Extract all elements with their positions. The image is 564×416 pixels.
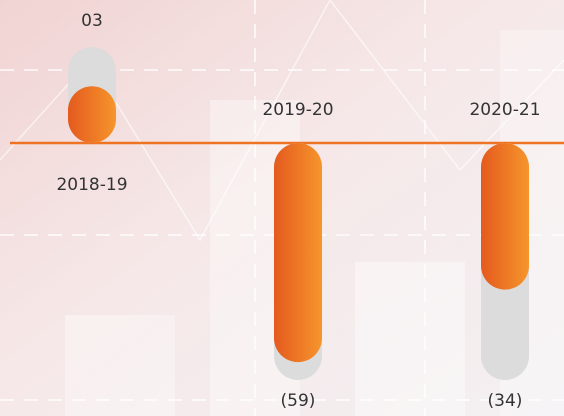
category-label: 2020-21: [469, 100, 540, 120]
category-label: 2018-19: [56, 175, 127, 195]
bar: [274, 143, 322, 363]
category-label: 2019-20: [262, 100, 333, 120]
bar: [481, 143, 529, 290]
bar: [68, 86, 116, 143]
value-label: (34): [488, 391, 523, 411]
value-label: 03: [81, 11, 103, 31]
value-label: (59): [281, 391, 316, 411]
